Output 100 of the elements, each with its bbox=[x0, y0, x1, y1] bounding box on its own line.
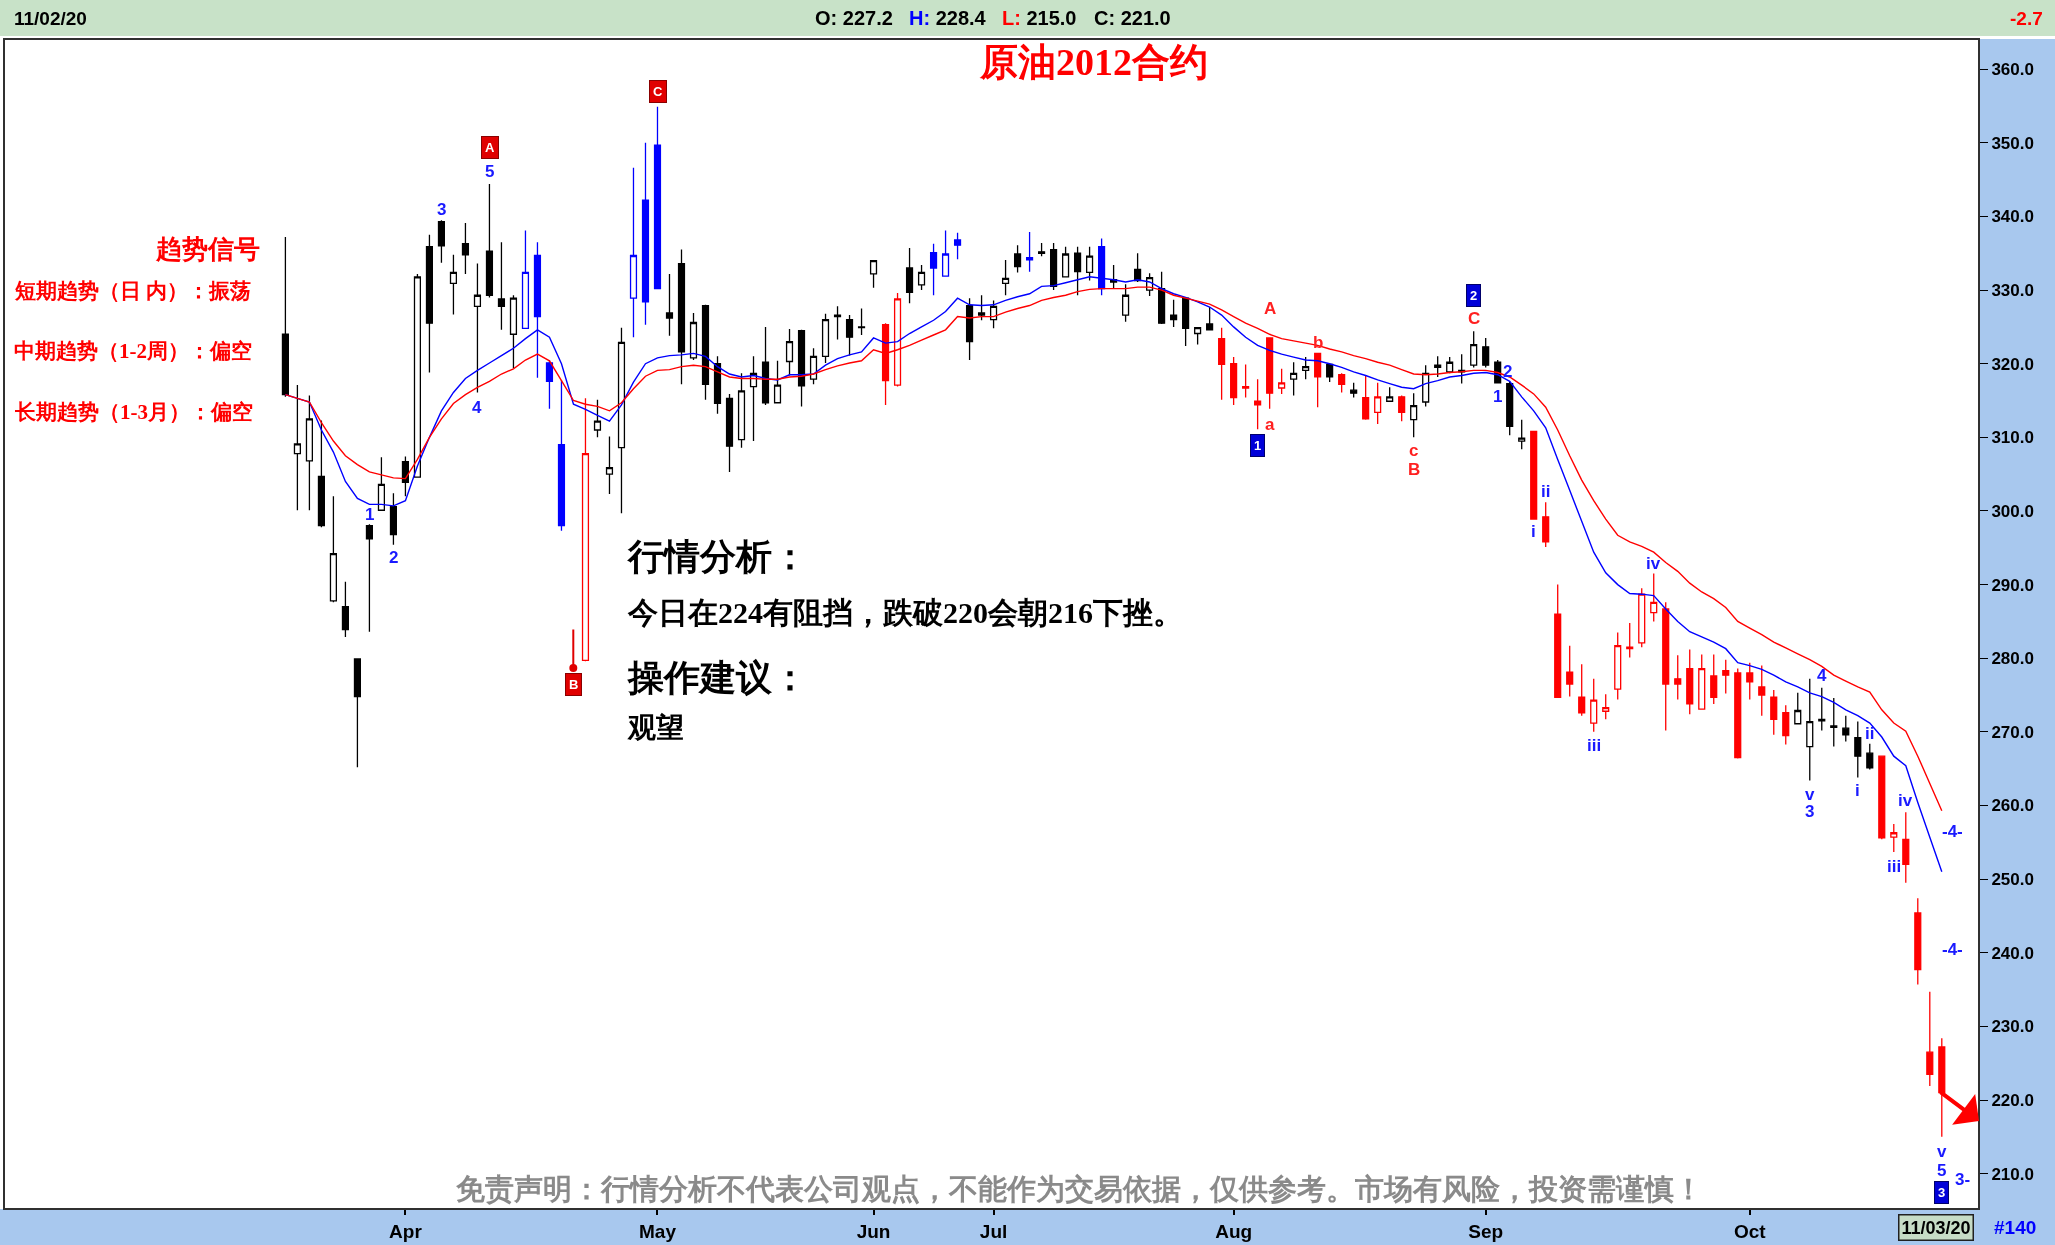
annotation: -4- bbox=[1942, 822, 1963, 841]
candlestick bbox=[485, 183, 494, 299]
text: H: 228.4 bbox=[909, 7, 987, 29]
candlestick bbox=[1842, 715, 1850, 743]
text: 短期趋势（日 内）：振荡 bbox=[14, 279, 252, 303]
candlestick bbox=[857, 307, 866, 336]
candlestick bbox=[1890, 823, 1898, 853]
annotation: 2 bbox=[389, 548, 399, 567]
candlestick bbox=[1878, 754, 1886, 841]
candlestick bbox=[461, 222, 470, 275]
candlestick bbox=[1001, 259, 1010, 296]
candlestick bbox=[869, 259, 878, 289]
candlestick bbox=[1422, 364, 1430, 408]
annotation: 5 bbox=[1937, 1161, 1947, 1180]
annotation: -4- bbox=[1942, 940, 1963, 959]
annotation: 1 bbox=[1254, 438, 1262, 453]
y-tick-label: 340.0 bbox=[1991, 207, 2034, 227]
text: C: 221.0 bbox=[1094, 7, 1171, 29]
annotation: v bbox=[1805, 785, 1815, 804]
candlestick bbox=[1025, 231, 1034, 273]
annotation: 观望 bbox=[627, 712, 684, 743]
text: O: 227.2 bbox=[815, 7, 893, 29]
annotation: 今日在224有阻挡，跌破220会朝216下挫。 bbox=[627, 596, 1183, 629]
candlestick bbox=[809, 347, 818, 385]
candlestick bbox=[1794, 692, 1802, 726]
candlestick bbox=[605, 435, 614, 495]
candlestick bbox=[629, 167, 638, 338]
candlestick bbox=[1362, 374, 1370, 421]
annotation: ii bbox=[1865, 724, 1875, 743]
candlestick bbox=[1614, 631, 1622, 701]
candlestick bbox=[1782, 704, 1790, 746]
candlestick bbox=[305, 394, 313, 511]
text: -2.7 bbox=[2010, 8, 2043, 29]
candlestick bbox=[1386, 386, 1394, 402]
y-tick-label: 330.0 bbox=[1991, 281, 2034, 301]
x-tick-label: Jul bbox=[979, 1220, 1008, 1242]
annotation: 5 bbox=[485, 162, 495, 181]
candlestick bbox=[617, 326, 626, 514]
candlestick bbox=[1158, 271, 1166, 325]
candlestick bbox=[1410, 392, 1418, 438]
candlestick bbox=[1242, 363, 1250, 399]
text: 11/02/20 bbox=[14, 8, 87, 29]
annotation: 行情分析： bbox=[627, 537, 808, 577]
x-tick-label: Sep bbox=[1468, 1220, 1504, 1242]
annotation: 3 bbox=[437, 200, 447, 219]
y-tick-label: 270.0 bbox=[1991, 722, 2034, 742]
candlestick bbox=[917, 264, 926, 291]
text: 长期趋势（1-3月）：偏空 bbox=[14, 400, 253, 424]
candlestick bbox=[1650, 572, 1658, 623]
candlestick bbox=[1434, 355, 1442, 378]
candlestick bbox=[1326, 363, 1334, 383]
candlestick bbox=[1734, 667, 1742, 760]
y-tick-label: 300.0 bbox=[1991, 501, 2034, 521]
candlestick bbox=[281, 236, 289, 398]
x-tick-label: Jun bbox=[856, 1220, 891, 1242]
candlestick bbox=[977, 294, 986, 321]
annotation: 3 bbox=[1805, 802, 1815, 821]
y-tick-label: 220.0 bbox=[1991, 1090, 2034, 1110]
candlestick bbox=[821, 312, 830, 364]
candlestick bbox=[1638, 587, 1646, 648]
candlestick bbox=[1602, 693, 1610, 720]
annotation: c bbox=[1409, 441, 1419, 460]
candlestick bbox=[317, 419, 325, 528]
annotation: i bbox=[1855, 781, 1860, 800]
text: 中期趋势（1-2周）：偏空 bbox=[14, 339, 252, 363]
candlestick bbox=[437, 219, 446, 264]
candlestick bbox=[1110, 264, 1118, 290]
text: 11/03/20 bbox=[1901, 1217, 1971, 1238]
annotation: C bbox=[1468, 309, 1481, 328]
candlestick bbox=[941, 229, 950, 278]
annotation: i bbox=[1531, 522, 1536, 541]
candlestick bbox=[1037, 242, 1046, 257]
annotation: iii bbox=[1587, 736, 1602, 755]
candlestick bbox=[1542, 501, 1550, 548]
candlestick bbox=[509, 294, 518, 369]
annotation: a bbox=[1265, 415, 1275, 434]
candlestick bbox=[953, 232, 962, 260]
candlestick bbox=[1866, 743, 1874, 771]
candlestick bbox=[677, 248, 686, 385]
y-tick-label: 210.0 bbox=[1991, 1164, 2034, 1184]
candlestick bbox=[1302, 356, 1310, 380]
candlestick bbox=[1662, 601, 1670, 732]
candlestick bbox=[737, 372, 746, 449]
candlestick bbox=[1530, 430, 1538, 521]
candlestick bbox=[1482, 337, 1490, 369]
candlestick bbox=[1758, 664, 1766, 717]
candlestick bbox=[401, 455, 410, 497]
candlestick bbox=[1578, 663, 1586, 717]
annotation: iv bbox=[1646, 554, 1661, 573]
candlestick bbox=[929, 243, 938, 296]
candlestick bbox=[1710, 653, 1718, 705]
candlestick bbox=[653, 106, 662, 290]
candlestick bbox=[1830, 697, 1838, 748]
candlestick bbox=[1518, 419, 1526, 450]
annotation: 免责声明：行情分析不代表公司观点，不能作为交易依据，仅供参考。市场有风险，投资需谨慎！ bbox=[456, 1173, 1703, 1205]
candlestick bbox=[545, 359, 554, 410]
candlestick bbox=[761, 326, 770, 406]
y-tick-label: 350.0 bbox=[1991, 133, 2034, 153]
y-tick-label: 240.0 bbox=[1991, 943, 2034, 963]
candlestick bbox=[1062, 245, 1070, 278]
